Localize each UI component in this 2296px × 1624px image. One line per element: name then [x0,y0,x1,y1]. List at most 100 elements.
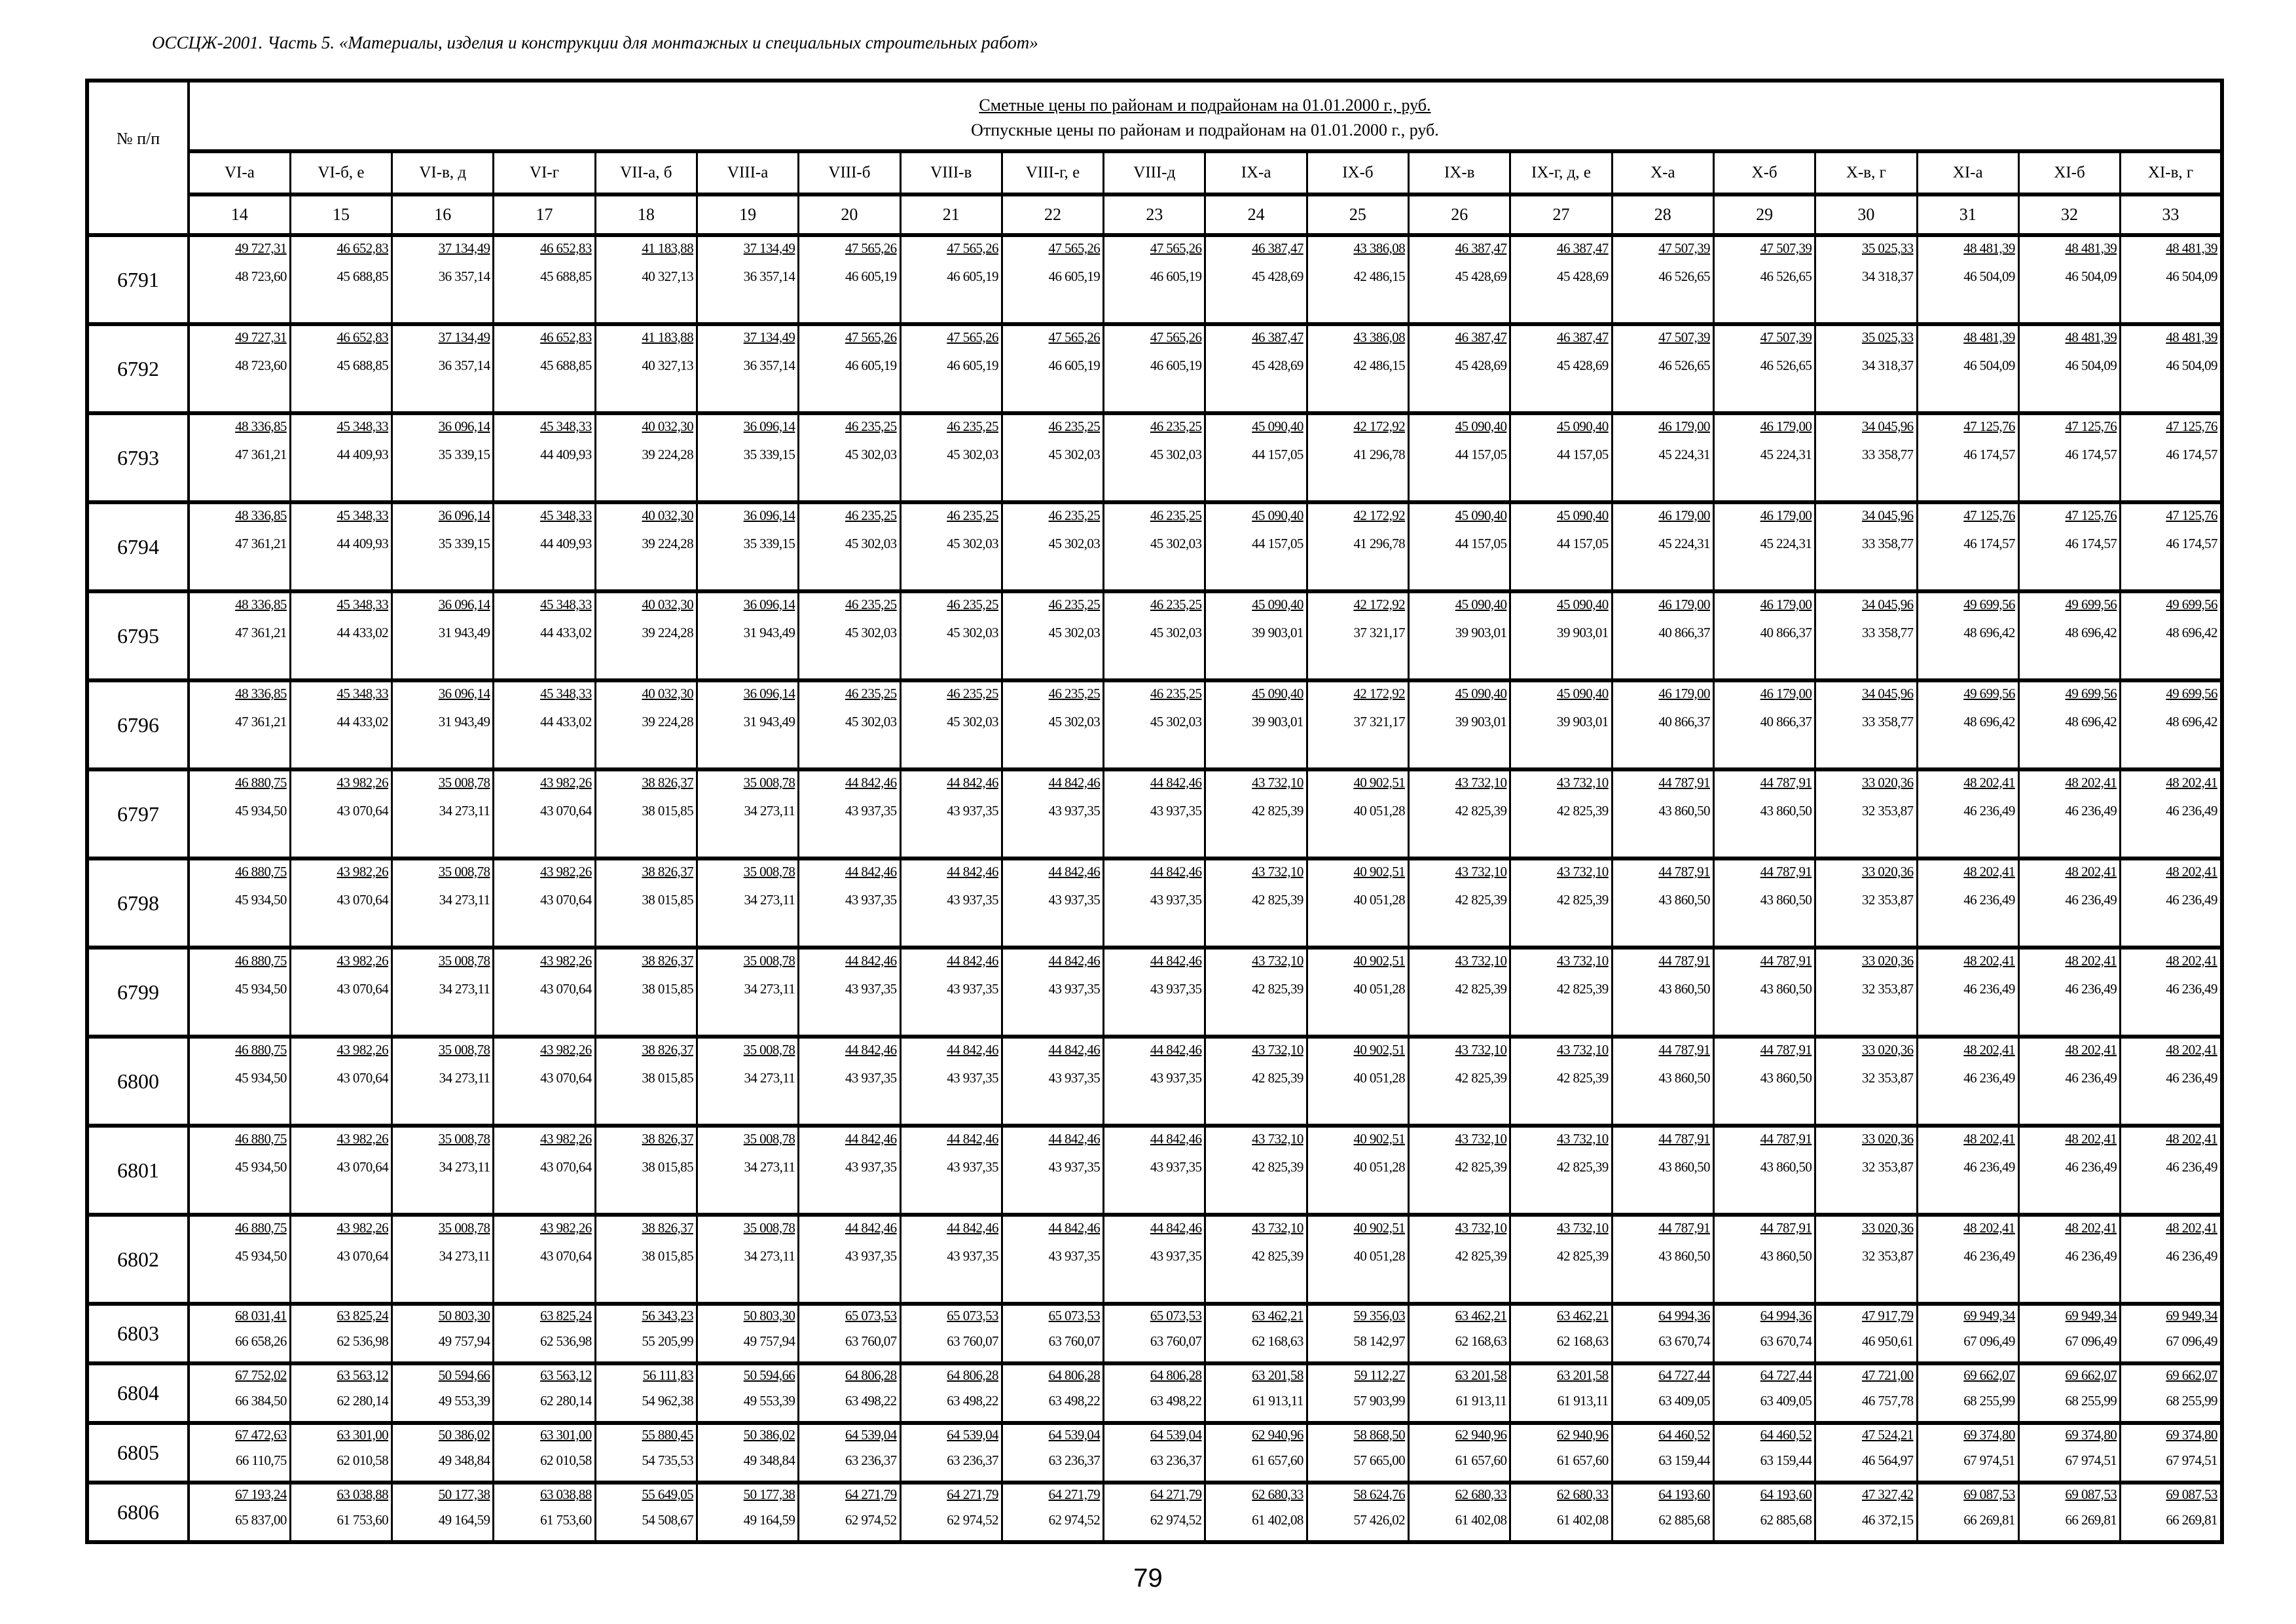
price-cell: 45 348,33 44 409,93 [290,502,393,593]
price-cell: 64 193,60 62 885,68 [1612,1483,1715,1544]
price-cell: 46 179,00 45 224,31 [1612,413,1715,504]
price-cell-content: 62 940,96 61 657,60 [1410,1427,1509,1483]
release-price: 43 937,35 [1150,981,1202,997]
price-cell: 46 235,25 45 302,03 [900,680,1003,771]
price-cell-content: 35 025,33 34 318,37 [1816,329,1916,415]
estimated-price: 44 842,46 [1048,1220,1101,1236]
price-cell: 45 090,40 44 157,05 [1408,413,1512,504]
price-cell: 46 880,75 45 934,50 [189,1215,291,1306]
release-price: 46 236,49 [2065,1159,2117,1175]
estimated-price: 50 594,66 [438,1367,490,1383]
price-cell: 48 202,41 46 236,49 [2018,769,2122,860]
price-cell-content: 44 842,46 43 937,35 [1003,953,1102,1038]
price-cell-content: 44 787,91 43 860,50 [1715,775,1814,860]
table-row: 6798 46 880,75 45 934,50 43 982,26 43 070,64… [87,858,2223,950]
estimated-price: 63 563,12 [540,1367,592,1383]
price-cell: 47 565,26 46 605,19 [900,235,1003,326]
estimated-price: 65 073,53 [947,1308,998,1323]
price-cell: 40 032,30 39 224,28 [595,502,698,593]
row-number-header: № п/п [87,81,190,194]
estimated-price: 45 090,40 [1557,507,1609,523]
price-cell-content: 48 481,39 46 504,09 [1918,240,2018,325]
price-cell: 43 386,08 42 486,15 [1307,235,1410,326]
column-number: 28 [1612,194,1715,237]
price-cell-content: 36 096,14 35 339,15 [698,418,797,504]
release-price: 41 296,78 [1353,536,1406,551]
price-cell-content: 44 842,46 43 937,35 [1003,864,1102,949]
column-number: 24 [1205,194,1308,237]
price-cell-content: 46 179,00 40 866,37 [1715,597,1814,682]
release-price: 61 913,11 [1252,1393,1303,1409]
price-cell-content: 48 202,41 46 236,49 [1918,1131,2018,1216]
price-cell-content: 48 202,41 46 236,49 [2020,1220,2119,1305]
price-cell-content: 49 699,56 48 696,42 [1918,686,2018,771]
estimated-price: 36 096,14 [438,597,490,612]
release-price: 46 236,49 [2166,1070,2217,1086]
price-cell-content: 43 732,10 42 825,39 [1206,953,1305,1038]
estimated-price: 44 842,46 [1150,1131,1202,1147]
price-cell-content: 40 902,51 40 051,28 [1308,775,1408,860]
price-cell-content: 48 336,85 47 361,21 [190,686,289,771]
price-cell-content: 36 096,14 35 339,15 [698,507,797,593]
price-cell-content: 69 662,07 68 255,99 [2020,1367,2119,1423]
price-cell-content: 43 982,26 43 070,64 [291,864,391,949]
release-price: 43 070,64 [337,803,389,819]
price-cell-content: 65 073,53 63 760,07 [799,1308,899,1363]
price-cell: 46 652,83 45 688,85 [290,235,393,326]
release-price: 31 943,49 [743,625,795,640]
estimated-price: 64 806,28 [1150,1367,1202,1383]
price-cell-content: 38 826,37 38 015,85 [596,864,696,949]
release-price: 43 937,35 [947,1070,998,1086]
price-cell: 44 787,91 43 860,50 [1713,858,1817,950]
release-price: 40 051,28 [1353,1159,1406,1175]
price-cell-content: 45 348,33 44 433,02 [291,686,391,771]
estimated-price: 48 202,41 [2166,1220,2217,1236]
release-price: 46 526,65 [1760,358,1812,373]
release-price: 44 433,02 [540,714,592,729]
estimated-price: 69 374,80 [1963,1427,2015,1443]
column-number: 15 [290,194,393,237]
estimated-price: 43 982,26 [337,953,389,969]
price-cell: 35 008,78 34 273,11 [392,858,495,950]
price-cell-content: 43 732,10 42 825,39 [1410,775,1509,860]
price-cell: 48 336,85 47 361,21 [189,413,291,504]
price-cell-content: 43 982,26 43 070,64 [494,1220,594,1305]
price-cell: 64 806,28 63 498,22 [900,1363,1003,1425]
price-cell-content: 43 732,10 42 825,39 [1206,1220,1305,1305]
estimated-price: 43 982,26 [337,1042,389,1058]
estimated-price: 46 235,25 [845,597,897,612]
release-price: 40 327,13 [642,268,693,284]
release-price: 68 255,99 [2065,1393,2117,1409]
release-price: 43 860,50 [1658,1159,1710,1175]
price-cell: 34 045,96 33 358,77 [1815,502,1918,593]
price-cell: 35 008,78 34 273,11 [392,1126,495,1217]
release-price: 45 934,50 [235,803,287,819]
release-price: 61 913,11 [1455,1393,1507,1409]
release-price: 43 070,64 [540,803,592,819]
price-cell-content: 50 386,02 49 348,84 [698,1427,797,1483]
estimated-price: 46 235,25 [947,686,998,701]
release-price: 63 409,05 [1658,1393,1710,1409]
release-price: 40 866,37 [1760,714,1812,729]
price-cell-content: 43 982,26 43 070,64 [291,1042,391,1127]
price-cell-content: 43 982,26 43 070,64 [494,1131,594,1216]
estimated-price: 44 787,91 [1658,775,1710,790]
price-cell: 63 038,88 61 753,60 [290,1483,393,1544]
price-cell-content: 45 090,40 39 903,01 [1206,686,1305,771]
price-cell-content: 44 842,46 43 937,35 [1104,864,1204,949]
estimated-price: 44 842,46 [845,1042,897,1058]
price-cell-content: 69 374,80 67 974,51 [2020,1427,2119,1483]
price-cell-content: 67 472,63 66 110,75 [190,1427,289,1483]
price-cell-content: 63 038,88 61 753,60 [494,1486,594,1542]
price-cell: 64 727,44 63 409,05 [1713,1363,1817,1425]
price-cell: 44 842,46 43 937,35 [798,948,902,1039]
price-cell: 41 183,88 40 327,13 [595,324,698,415]
price-cell: 46 235,25 45 302,03 [1002,413,1105,504]
price-cell: 64 460,52 63 159,44 [1713,1423,1817,1485]
release-price: 57 903,99 [1353,1393,1406,1409]
estimated-price: 38 826,37 [642,1042,693,1058]
price-cell-content: 47 125,76 46 174,57 [2121,418,2220,504]
price-cell: 45 348,33 44 409,93 [493,502,596,593]
price-cell-content: 45 090,40 44 157,05 [1206,507,1305,593]
price-cell: 46 235,25 45 302,03 [1002,680,1105,771]
